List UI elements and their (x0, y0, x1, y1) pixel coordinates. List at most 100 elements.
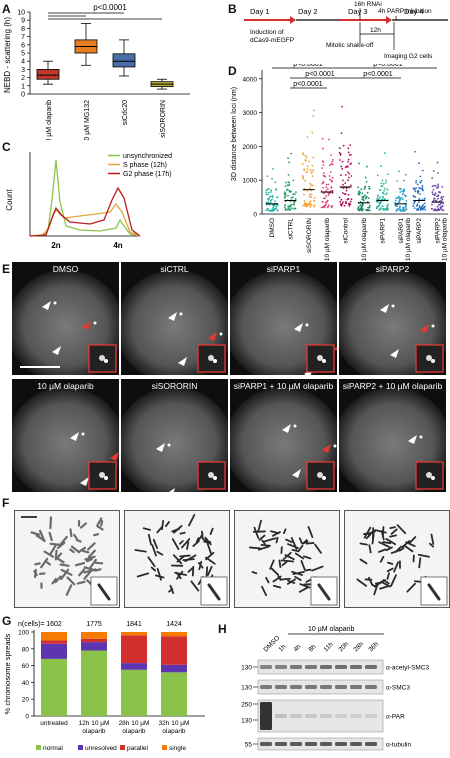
d-point (416, 190, 419, 193)
micrograph-tile: siPARP1 (230, 262, 337, 375)
d-point (440, 197, 443, 200)
chromosome (251, 571, 258, 575)
d-point (419, 193, 421, 195)
d-point (348, 204, 351, 207)
g-ytick-label: 40 (22, 680, 30, 687)
d-point (288, 209, 291, 211)
chromosome (279, 577, 291, 581)
chromosome (209, 527, 214, 535)
d-point (265, 189, 268, 191)
g-bar-segment (81, 642, 107, 651)
day2-label: Day 2 (298, 7, 318, 16)
d-point (430, 207, 433, 210)
chromosome (260, 544, 271, 547)
d-point (416, 203, 419, 206)
chromosome (265, 576, 270, 584)
d-point (413, 188, 416, 191)
inset-chromosome (427, 583, 441, 601)
d-point (303, 200, 306, 203)
chromosome (88, 558, 97, 570)
chromosome (156, 550, 164, 556)
chromosome (84, 555, 96, 561)
chromosome (40, 557, 49, 569)
h-band (365, 665, 377, 669)
white-arrow (380, 304, 389, 313)
d-point (363, 194, 366, 197)
d-point (398, 170, 400, 173)
inset-spot (104, 476, 108, 480)
d-point (344, 202, 347, 205)
chromosome (96, 525, 104, 531)
d-point (347, 179, 349, 182)
d-point (311, 175, 314, 178)
d-point (269, 199, 272, 202)
d-pvalue: p<0.0001 (363, 71, 392, 78)
chromosome (51, 577, 57, 585)
panel-label-b: B (228, 2, 237, 16)
chromosome (54, 575, 62, 584)
chromosome (304, 568, 312, 572)
d-point (441, 198, 444, 201)
d-point (361, 192, 364, 195)
d-point (437, 203, 440, 206)
d-point (379, 189, 381, 191)
h-mw-label: 130 (241, 718, 252, 725)
h-band (275, 685, 287, 689)
chromosome (307, 526, 314, 538)
h-band (350, 685, 362, 689)
d-point (358, 190, 360, 193)
d-point (331, 189, 334, 192)
micrograph-label: DMSO (52, 264, 79, 274)
a-xlabel: 10 µM MG132 (84, 100, 91, 140)
d-point (327, 194, 330, 196)
d-point (347, 147, 350, 150)
chromosome (363, 526, 372, 539)
d-point (266, 188, 269, 190)
chromosome (69, 528, 73, 538)
d-point (431, 185, 434, 188)
d-point (432, 170, 435, 172)
d-point (310, 184, 313, 187)
d-point (382, 182, 385, 185)
chromosome (305, 542, 315, 545)
d-point (418, 205, 421, 207)
a-box (112, 53, 136, 68)
d-point (284, 195, 286, 198)
d-point (284, 208, 287, 210)
d-point (266, 175, 269, 178)
d-point (434, 184, 437, 187)
d-point (321, 167, 323, 169)
d-point (322, 164, 325, 166)
g-legend-label: parallel (127, 745, 149, 752)
h-band (260, 742, 272, 746)
d-point (402, 190, 405, 193)
d-point (283, 196, 286, 199)
locus-spot (333, 444, 337, 448)
chromosome (93, 533, 100, 537)
g-xlabel: untreated (40, 720, 68, 727)
d-point (307, 203, 309, 206)
h-mw-label: 55 (245, 742, 253, 749)
d-point (287, 157, 289, 160)
d-point (431, 191, 434, 194)
treatment-label: 10 µM olaparib (308, 626, 355, 633)
d-point (342, 144, 345, 147)
locus-spot (53, 301, 57, 305)
d-point (357, 186, 359, 189)
d-point (376, 174, 379, 177)
d-point (438, 191, 440, 193)
d-point (363, 186, 366, 189)
d-point (380, 182, 383, 185)
d-point (397, 200, 400, 203)
white-arrow (408, 435, 417, 444)
chromosome (281, 560, 288, 567)
red-arrow (420, 324, 429, 333)
d-point (311, 164, 314, 167)
chromosome (253, 526, 260, 539)
d-point (345, 200, 347, 203)
d-point (284, 204, 287, 207)
d-point (285, 189, 288, 191)
white-arrow (169, 488, 175, 492)
chromosome-spread: Parallel (234, 510, 340, 608)
chromosome (186, 541, 190, 550)
